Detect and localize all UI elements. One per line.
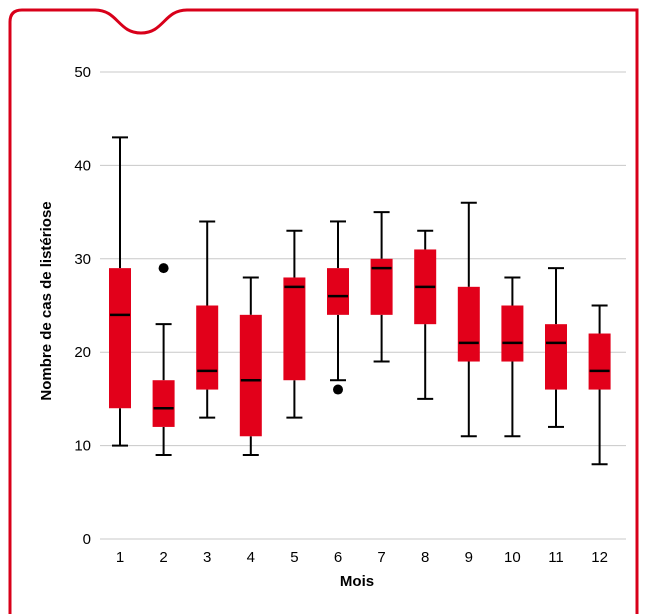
box-iqr <box>109 268 131 409</box>
x-tick-label-12: 12 <box>591 549 608 566</box>
box-month-3 <box>196 220 219 419</box>
box-month-10 <box>501 276 524 438</box>
box-month-12 <box>588 304 611 466</box>
x-tick-label-7: 7 <box>377 549 385 566</box>
box-iqr <box>588 333 611 390</box>
box-iqr <box>196 305 219 390</box>
x-tick-label-5: 5 <box>290 549 298 566</box>
box-month-2 <box>152 263 175 456</box>
y-tick-label-50: 50 <box>74 64 91 81</box>
outlier-point-0 <box>158 263 169 274</box>
box-iqr <box>370 258 393 315</box>
y-tick-label-10: 10 <box>74 438 91 455</box>
y-tick-label-40: 40 <box>74 157 91 174</box>
x-axis-label: Mois <box>340 573 374 590</box>
box-iqr <box>283 277 306 381</box>
y-tick-label-20: 20 <box>74 344 91 361</box>
box-iqr <box>457 286 480 362</box>
box-month-4 <box>239 276 262 456</box>
x-tick-labels: 1 2 3 4 5 6 7 8 9 10 11 12 <box>116 549 608 566</box>
y-tick-labels: 0 10 20 30 40 50 <box>74 64 91 548</box>
y-axis-label: Nombre de cas de listériose <box>38 201 55 400</box>
box-iqr <box>545 324 567 390</box>
box-month-11 <box>545 267 567 428</box>
box-month-6 <box>327 220 349 395</box>
outlier-point-0 <box>333 384 343 395</box>
frame-border <box>8 8 639 614</box>
x-tick-label-3: 3 <box>203 549 211 566</box>
box-month-8 <box>414 229 437 400</box>
x-tick-label-10: 10 <box>504 549 521 566</box>
y-tick-label-30: 30 <box>74 251 91 268</box>
box-iqr <box>239 314 262 437</box>
box-month-9 <box>457 201 480 438</box>
box-iqr <box>501 305 524 362</box>
x-tick-label-9: 9 <box>465 549 473 566</box>
box-month-7 <box>370 211 393 363</box>
x-tick-label-11: 11 <box>548 549 564 566</box>
x-tick-label-2: 2 <box>159 549 167 566</box>
box-iqr <box>327 268 349 315</box>
boxes-layer <box>109 136 611 466</box>
box-month-1 <box>109 136 131 447</box>
grid-layer <box>100 71 626 540</box>
box-iqr <box>152 380 175 427</box>
x-tick-label-4: 4 <box>247 549 255 566</box>
x-tick-label-1: 1 <box>116 549 124 566</box>
x-tick-label-8: 8 <box>421 549 429 566</box>
y-tick-label-0: 0 <box>83 531 91 548</box>
x-tick-label-6: 6 <box>334 549 342 566</box>
box-month-5 <box>283 229 306 419</box>
